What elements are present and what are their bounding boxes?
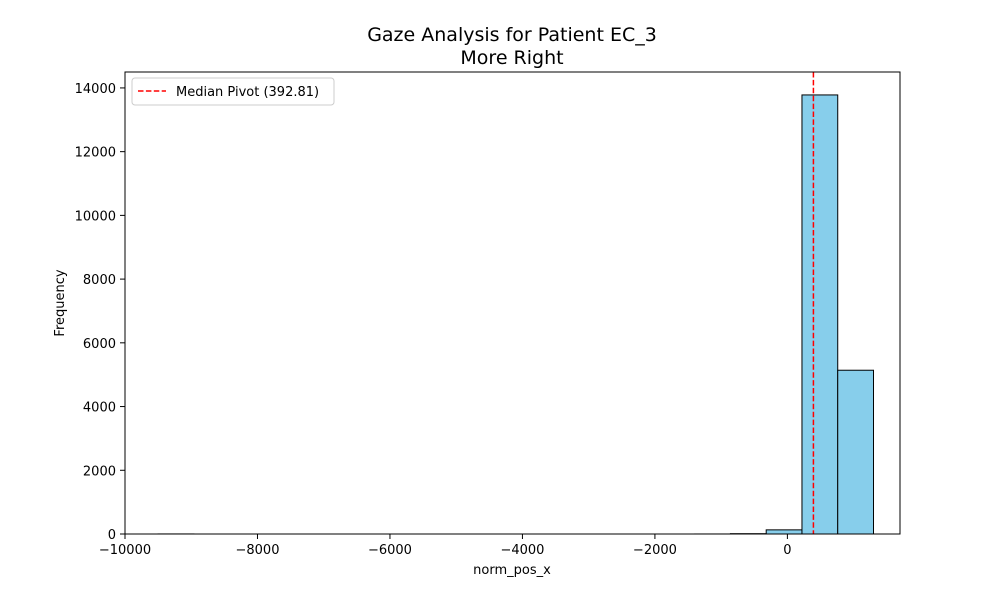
y-tick-label: 4000	[83, 401, 116, 416]
x-tick-label: −2000	[633, 543, 677, 558]
y-axis-label: Frequency	[53, 269, 68, 336]
x-tick-label: −4000	[500, 543, 544, 558]
legend-box	[131, 77, 335, 106]
x-tick-label: 0	[783, 543, 791, 558]
bars-group	[157, 94, 875, 535]
x-axis-ticks: −10000 −8000 −6000 −4000 −2000 0	[99, 534, 792, 558]
legend-label: Median Pivot (392.81)	[176, 85, 319, 100]
histogram-bar	[801, 94, 839, 535]
legend: Median Pivot (392.81)	[131, 77, 335, 106]
chart-subtitle: More Right	[460, 47, 563, 69]
y-tick-label: 14000	[75, 82, 116, 97]
y-tick-label: 0	[108, 528, 116, 543]
histogram-bar	[837, 369, 875, 535]
x-tick-label: −8000	[235, 543, 279, 558]
x-tick-label: −6000	[368, 543, 412, 558]
y-tick-label: 10000	[75, 209, 116, 224]
y-tick-label: 2000	[83, 464, 116, 479]
x-axis-label: norm_pos_x	[473, 563, 551, 578]
y-tick-label: 6000	[83, 337, 116, 352]
plot-frame	[124, 71, 901, 535]
y-tick-label: 8000	[83, 273, 116, 288]
histogram-bar	[765, 529, 803, 535]
y-tick-label: 12000	[75, 146, 116, 161]
chart-title: Gaze Analysis for Patient EC_3	[367, 24, 657, 46]
x-tick-label: −10000	[99, 543, 151, 558]
y-axis-ticks: 0 2000 4000 6000 8000 10000 12000 14000	[75, 82, 125, 543]
